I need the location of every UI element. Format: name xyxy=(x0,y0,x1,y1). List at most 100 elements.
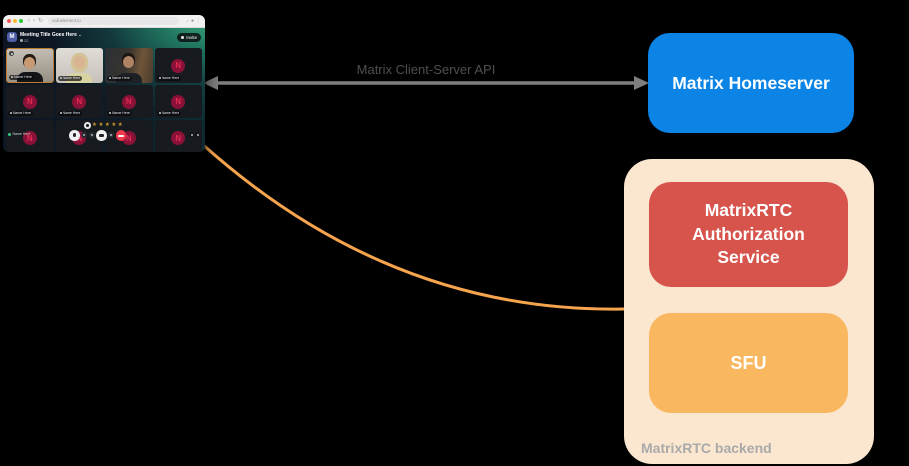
star-reaction-icon[interactable]: ★ xyxy=(104,121,110,128)
download-icon[interactable]: ↓ xyxy=(186,17,189,24)
mic-icon xyxy=(11,76,13,79)
participant-name: Name Here xyxy=(62,76,81,81)
menu-icon[interactable]: ⋮ xyxy=(196,17,201,24)
authorization-service-label: MatrixRTC Authorization Service xyxy=(692,200,805,268)
mic-icon xyxy=(109,112,111,115)
participant-avatar-tile[interactable]: N Name Here xyxy=(154,85,202,118)
participant-avatar: N xyxy=(171,94,186,109)
camera-button[interactable] xyxy=(96,130,107,141)
mic-icon xyxy=(59,112,62,115)
participant-avatar: N xyxy=(22,131,37,145)
camera-icon xyxy=(98,133,104,137)
homeserver-box: Matrix Homeserver xyxy=(648,33,854,133)
reactions-row: ★ ★ ★ ★ ★ xyxy=(84,122,123,129)
participant-avatar-tile[interactable]: N xyxy=(154,120,202,152)
browser-chrome: ‹ › ↻ call.element.io ↓ ● ⋮ xyxy=(3,15,205,28)
reaction-avatar-icon[interactable] xyxy=(84,122,91,129)
participant-name-pill: Name Here xyxy=(107,75,132,81)
invite-button[interactable]: Invite xyxy=(177,32,201,42)
reload-icon[interactable]: ↻ xyxy=(38,18,44,24)
zoom-window-button[interactable] xyxy=(19,19,23,23)
star-reaction-icon[interactable]: ★ xyxy=(98,121,104,128)
participant-name: Name Here xyxy=(13,111,31,116)
mic-icon xyxy=(73,132,76,137)
address-bar[interactable]: call.element.io xyxy=(48,17,180,25)
back-icon[interactable]: ‹ xyxy=(28,18,30,24)
person-silhouette xyxy=(24,57,36,69)
participant-name-pill: Name Here xyxy=(8,110,33,116)
room-avatar: M xyxy=(7,32,17,42)
person-silhouette xyxy=(73,56,85,68)
star-reaction-icon[interactable]: ★ xyxy=(111,121,117,128)
participant-name-pill: Name Here xyxy=(156,110,182,116)
participant-name: Name Here xyxy=(62,111,81,116)
minimize-window-button[interactable] xyxy=(13,19,17,23)
mic-icon xyxy=(59,77,62,80)
participant-avatar-tile[interactable]: N Name Here xyxy=(154,48,202,83)
mic-icon xyxy=(10,112,12,115)
api-arrow-label: Matrix Client-Server API xyxy=(356,62,496,77)
sfu-label: SFU xyxy=(730,352,767,373)
chevron-down-icon: ⌄ xyxy=(78,31,82,37)
matrixrtc-backend-container: MatrixRTC Authorization Service SFU Matr… xyxy=(624,159,874,464)
participant-name-pill: Name Here xyxy=(107,110,132,116)
participant-video-tile[interactable]: Name Here xyxy=(6,48,54,83)
mic-muted-icon xyxy=(9,51,14,56)
forward-icon[interactable]: › xyxy=(33,18,35,24)
backend-container-label: MatrixRTC backend xyxy=(641,440,772,456)
element-call-app: M Meeting Title Goes Here ⌄ 22 Invite xyxy=(3,28,205,152)
close-window-button[interactable] xyxy=(7,19,11,23)
participant-avatar-tile[interactable]: N Name Here xyxy=(6,85,54,118)
option-button[interactable] xyxy=(81,132,87,139)
homeserver-label: Matrix Homeserver xyxy=(672,72,830,93)
call-controls xyxy=(69,130,126,141)
participant-avatar: N xyxy=(171,58,186,73)
room-title-text: Meeting Title Goes Here xyxy=(20,31,77,38)
mic-icon xyxy=(109,77,111,80)
option-icon xyxy=(83,134,85,137)
participant-avatar: N xyxy=(72,94,87,109)
star-reaction-icon[interactable]: ★ xyxy=(92,121,97,128)
client-sfu-curve xyxy=(199,141,625,311)
option-icon xyxy=(90,134,93,137)
option-button[interactable] xyxy=(108,132,114,139)
arrow-head-right-icon xyxy=(634,76,649,90)
sfu-box: SFU xyxy=(649,313,848,413)
mic-icon xyxy=(158,112,161,115)
participant-name-pill: Name Here xyxy=(9,74,34,80)
call-header: M Meeting Title Goes Here ⌄ 22 Invite xyxy=(7,29,201,45)
participant-avatar-tile[interactable]: N Name Here xyxy=(55,85,103,118)
participant-name: Name Here xyxy=(161,76,180,81)
participant-name: Name Here xyxy=(14,75,32,80)
person-add-icon xyxy=(181,35,185,39)
mic-button[interactable] xyxy=(69,130,80,141)
participant-video-tile[interactable]: Name Here xyxy=(55,48,103,83)
arrow-head-left-icon xyxy=(203,76,218,90)
authorization-service-box: MatrixRTC Authorization Service xyxy=(649,182,848,287)
speaking-indicator-label: Name Here xyxy=(12,132,31,136)
participant-count-value: 22 xyxy=(24,37,29,43)
person-icon xyxy=(20,38,23,42)
participant-avatar-tile[interactable]: N Name Here xyxy=(105,85,153,118)
participant-name-pill: Name Here xyxy=(57,110,83,116)
option-button[interactable] xyxy=(88,132,95,139)
hangup-button[interactable] xyxy=(115,130,126,141)
participant-avatar: N xyxy=(171,131,186,145)
tile-status-icons xyxy=(189,132,200,137)
profile-icon[interactable]: ● xyxy=(190,17,194,24)
star-reaction-icon[interactable]: ★ xyxy=(117,121,123,128)
participant-name: Name Here xyxy=(112,111,130,116)
live-dot-icon xyxy=(8,132,11,136)
participant-avatar-tile[interactable]: N Name Here xyxy=(6,120,54,152)
participant-video-tile[interactable]: Name Here xyxy=(105,48,153,83)
participant-name: Name Here xyxy=(112,76,130,81)
participant-avatar: N xyxy=(121,94,136,109)
tile-badge-icon xyxy=(195,132,200,137)
participant-name: Name Here xyxy=(161,111,180,116)
room-title[interactable]: Meeting Title Goes Here ⌄ xyxy=(20,32,82,38)
invite-button-label: Invite xyxy=(186,34,197,40)
option-icon xyxy=(110,134,112,137)
hangup-icon xyxy=(118,134,124,137)
